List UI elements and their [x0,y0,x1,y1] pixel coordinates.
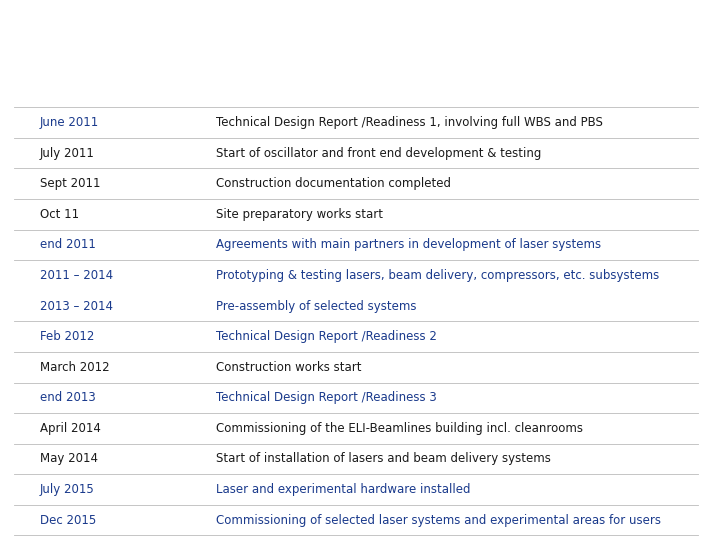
Text: end 2011: end 2011 [40,238,96,251]
Text: Agreements with main partners in development of laser systems: Agreements with main partners in develop… [216,238,601,251]
Text: Oct 11: Oct 11 [40,208,78,221]
Text: Commissioning of the ELI-Beamlines building incl. cleanrooms: Commissioning of the ELI-Beamlines build… [216,422,583,435]
Text: April 2014: April 2014 [40,422,101,435]
Text: Technical Design Report /Readiness 2: Technical Design Report /Readiness 2 [216,330,437,343]
Text: March 2012: March 2012 [40,361,109,374]
Text: Technical Design Report /Readiness 1, involving full WBS and PBS: Technical Design Report /Readiness 1, in… [216,116,603,129]
Text: Prototyping & testing lasers, beam delivery, compressors, etc. subsystems: Prototyping & testing lasers, beam deliv… [216,269,660,282]
Text: 2013 – 2014: 2013 – 2014 [40,300,112,313]
Text: Laser and experimental hardware installed: Laser and experimental hardware installe… [216,483,470,496]
Text: Site preparatory works start: Site preparatory works start [216,208,383,221]
Text: May 2014: May 2014 [40,453,98,465]
Text: 2011 – 2014: 2011 – 2014 [40,269,113,282]
Text: Construction works start: Construction works start [216,361,361,374]
Text: Dec 2015: Dec 2015 [40,514,96,526]
Text: Technical Design Report /Readiness 3: Technical Design Report /Readiness 3 [216,392,437,404]
Text: Pre-assembly of selected systems: Pre-assembly of selected systems [216,300,416,313]
Text: ELI Beamlines construction: timeline: ELI Beamlines construction: timeline [114,42,546,62]
Text: Start of installation of lasers and beam delivery systems: Start of installation of lasers and beam… [216,453,551,465]
Text: Feb 2012: Feb 2012 [40,330,94,343]
Text: end 2013: end 2013 [40,392,95,404]
Text: Start of oscillator and front end development & testing: Start of oscillator and front end develo… [216,146,541,159]
Text: July 2015: July 2015 [40,483,94,496]
Text: July 2011: July 2011 [40,146,94,159]
Text: Construction documentation completed: Construction documentation completed [216,177,451,190]
Text: Sept 2011: Sept 2011 [40,177,100,190]
Text: June 2011: June 2011 [40,116,99,129]
Text: Commissioning of selected laser systems and experimental areas for users: Commissioning of selected laser systems … [216,514,661,526]
